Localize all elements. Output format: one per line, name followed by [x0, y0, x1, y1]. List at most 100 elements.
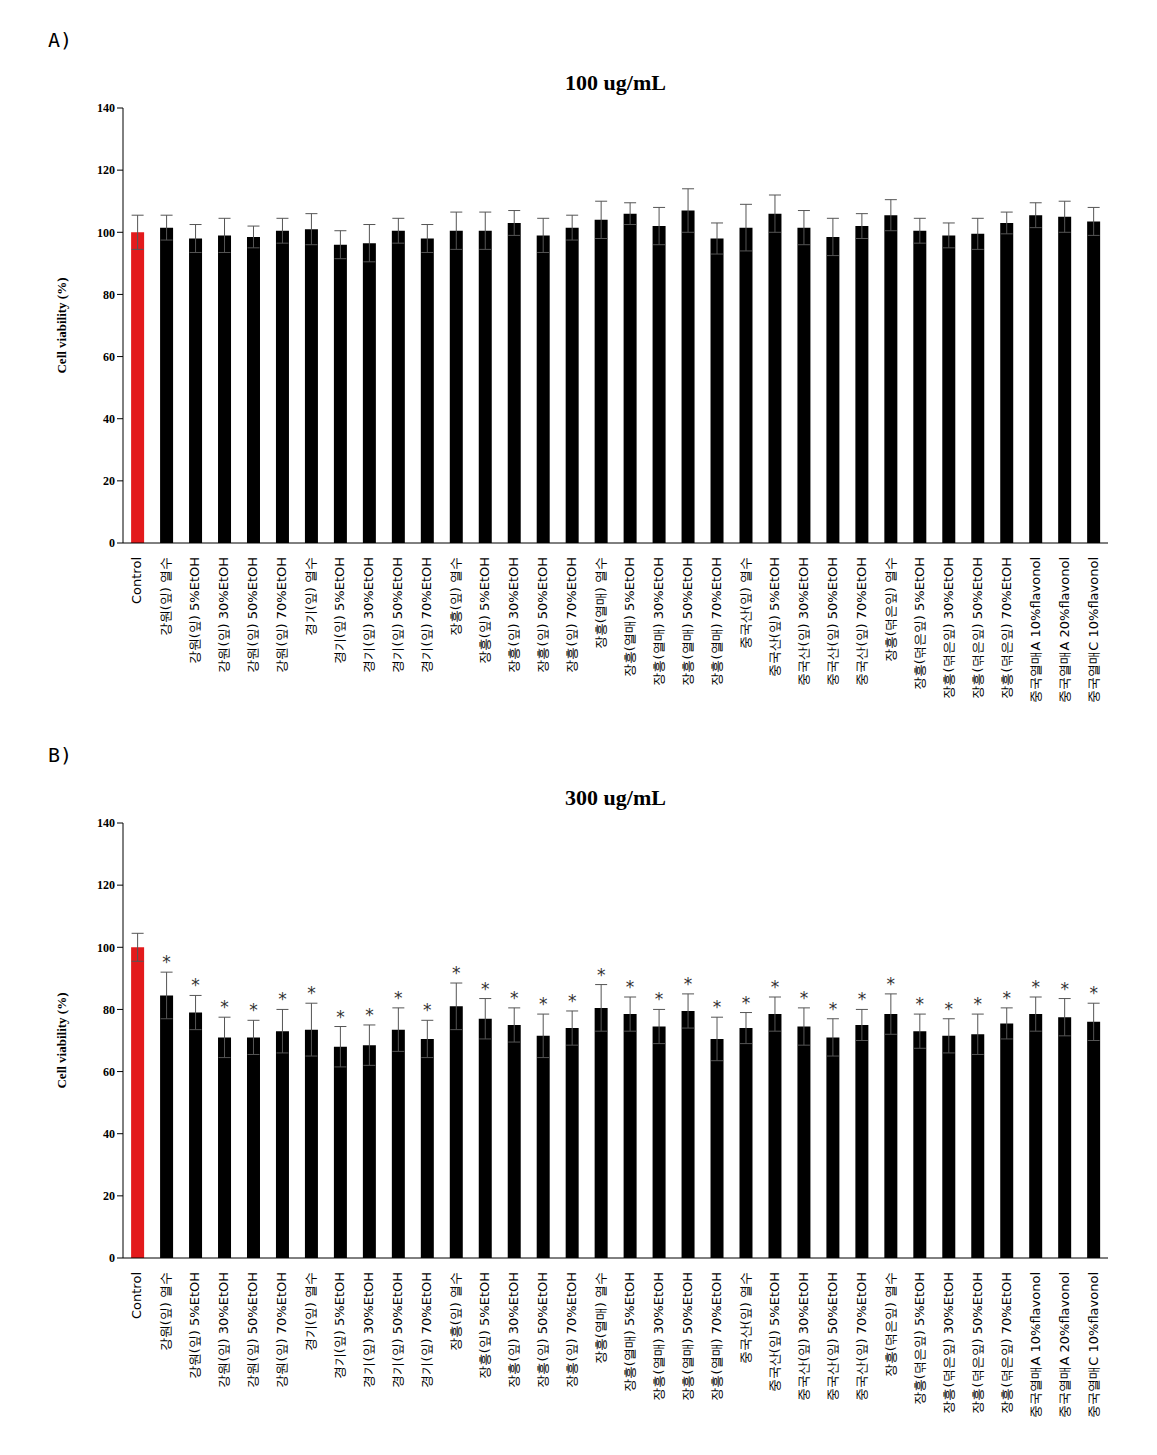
svg-text:40: 40: [103, 1127, 115, 1141]
svg-text:20: 20: [103, 474, 115, 488]
svg-text:*: *: [887, 974, 896, 994]
svg-text:*: *: [742, 993, 751, 1013]
svg-text:장흥(잎) 5%EtOH: 장흥(잎) 5%EtOH: [477, 557, 492, 664]
svg-text:경기(잎) 30%EtOH: 경기(잎) 30%EtOH: [361, 557, 376, 673]
svg-text:장흥(잎) 30%EtOH: 장흥(잎) 30%EtOH: [506, 557, 521, 673]
svg-text:강원(잎) 70%EtOH: 강원(잎) 70%EtOH: [274, 1272, 289, 1388]
svg-text:장흥(열매) 70%EtOH: 장흥(열매) 70%EtOH: [709, 1272, 724, 1401]
svg-text:*: *: [1031, 977, 1040, 997]
svg-text:장흥(덖은잎) 50%EtOH: 장흥(덖은잎) 50%EtOH: [970, 557, 985, 699]
svg-text:중국산(잎) 70%EtOH: 중국산(잎) 70%EtOH: [854, 1272, 869, 1401]
svg-text:중국산(잎) 열수: 중국산(잎) 열수: [738, 1272, 753, 1364]
svg-text:140: 140: [97, 816, 115, 830]
svg-text:*: *: [365, 1005, 374, 1025]
svg-text:*: *: [162, 952, 171, 972]
svg-text:중국산(잎) 5%EtOH: 중국산(잎) 5%EtOH: [767, 557, 782, 677]
svg-text:*: *: [394, 988, 403, 1008]
svg-text:중국열매A 10%flavonol: 중국열매A 10%flavonol: [1028, 557, 1043, 703]
svg-text:장흥(잎) 50%EtOH: 장흥(잎) 50%EtOH: [535, 557, 550, 673]
svg-text:*: *: [713, 997, 722, 1017]
svg-text:*: *: [771, 977, 780, 997]
svg-text:강원(잎) 30%EtOH: 강원(잎) 30%EtOH: [216, 557, 231, 673]
svg-text:장흥(열매) 30%EtOH: 장흥(열매) 30%EtOH: [651, 1272, 666, 1401]
svg-text:장흥(잎) 5%EtOH: 장흥(잎) 5%EtOH: [477, 1272, 492, 1379]
svg-text:60: 60: [103, 1065, 115, 1079]
svg-text:40: 40: [103, 412, 115, 426]
svg-text:장흥(덖은잎) 30%EtOH: 장흥(덖은잎) 30%EtOH: [941, 1272, 956, 1414]
svg-text:중국산(잎) 30%EtOH: 중국산(잎) 30%EtOH: [796, 557, 811, 686]
svg-text:*: *: [945, 999, 954, 1019]
svg-text:강원(잎) 열수: 강원(잎) 열수: [158, 557, 173, 636]
svg-text:장흥(덖은잎) 5%EtOH: 장흥(덖은잎) 5%EtOH: [912, 1272, 927, 1405]
svg-text:경기(잎) 50%EtOH: 경기(잎) 50%EtOH: [390, 557, 405, 673]
svg-text:경기(잎) 70%EtOH: 경기(잎) 70%EtOH: [419, 557, 434, 673]
svg-text:중국열매A 10%flavonol: 중국열매A 10%flavonol: [1028, 1272, 1043, 1418]
svg-text:Cell viability (%): Cell viability (%): [54, 277, 69, 373]
svg-text:*: *: [539, 994, 548, 1014]
svg-text:장흥(열매) 5%EtOH: 장흥(열매) 5%EtOH: [622, 1272, 637, 1392]
svg-text:*: *: [829, 999, 838, 1019]
svg-text:120: 120: [97, 878, 115, 892]
svg-text:*: *: [220, 997, 229, 1017]
svg-text:장흥(열매) 50%EtOH: 장흥(열매) 50%EtOH: [680, 557, 695, 686]
svg-text:*: *: [655, 989, 664, 1009]
svg-text:장흥(열매) 30%EtOH: 장흥(열매) 30%EtOH: [651, 557, 666, 686]
svg-text:*: *: [307, 983, 316, 1003]
svg-text:100: 100: [97, 226, 115, 240]
svg-text:*: *: [191, 975, 200, 995]
svg-text:*: *: [481, 979, 490, 999]
svg-text:장흥(열매) 50%EtOH: 장흥(열매) 50%EtOH: [680, 1272, 695, 1401]
svg-text:*: *: [800, 988, 809, 1008]
svg-text:120: 120: [97, 163, 115, 177]
svg-text:20: 20: [103, 1189, 115, 1203]
svg-text:강원(잎) 30%EtOH: 강원(잎) 30%EtOH: [216, 1272, 231, 1388]
svg-text:장흥(잎) 70%EtOH: 장흥(잎) 70%EtOH: [564, 557, 579, 673]
svg-text:중국열매A 20%flavonol: 중국열매A 20%flavonol: [1057, 557, 1072, 703]
svg-text:*: *: [1002, 988, 1011, 1008]
svg-text:*: *: [858, 989, 867, 1009]
svg-text:*: *: [510, 988, 519, 1008]
svg-text:0: 0: [109, 1251, 115, 1265]
svg-text:*: *: [626, 977, 635, 997]
svg-text:*: *: [249, 1000, 258, 1020]
svg-text:장흥(덖은잎) 열수: 장흥(덖은잎) 열수: [883, 1272, 898, 1377]
svg-text:경기(잎) 50%EtOH: 경기(잎) 50%EtOH: [390, 1272, 405, 1388]
svg-text:80: 80: [103, 288, 115, 302]
svg-text:장흥(잎) 열수: 장흥(잎) 열수: [448, 1272, 463, 1351]
svg-text:장흥(잎) 70%EtOH: 장흥(잎) 70%EtOH: [564, 1272, 579, 1388]
svg-text:*: *: [1089, 983, 1098, 1003]
svg-text:중국열매C 10%flavonol: 중국열매C 10%flavonol: [1086, 557, 1101, 703]
svg-text:장흥(덖은잎) 70%EtOH: 장흥(덖은잎) 70%EtOH: [999, 557, 1014, 699]
svg-text:*: *: [336, 1007, 345, 1027]
svg-text:*: *: [684, 974, 693, 994]
svg-text:강원(잎) 50%EtOH: 강원(잎) 50%EtOH: [245, 557, 260, 673]
svg-text:*: *: [452, 963, 461, 983]
svg-text:Control: Control: [129, 1272, 144, 1319]
svg-text:중국산(잎) 70%EtOH: 중국산(잎) 70%EtOH: [854, 557, 869, 686]
svg-text:장흥(잎) 열수: 장흥(잎) 열수: [448, 557, 463, 636]
svg-text:*: *: [597, 965, 606, 985]
svg-text:장흥(덖은잎) 5%EtOH: 장흥(덖은잎) 5%EtOH: [912, 557, 927, 690]
svg-text:중국산(잎) 50%EtOH: 중국산(잎) 50%EtOH: [825, 1272, 840, 1401]
svg-text:장흥(열매) 5%EtOH: 장흥(열매) 5%EtOH: [622, 557, 637, 677]
svg-text:장흥(열매) 열수: 장흥(열매) 열수: [593, 557, 608, 649]
svg-text:경기(잎) 열수: 경기(잎) 열수: [303, 1272, 318, 1351]
svg-text:장흥(덖은잎) 30%EtOH: 장흥(덖은잎) 30%EtOH: [941, 557, 956, 699]
svg-text:경기(잎) 열수: 경기(잎) 열수: [303, 557, 318, 636]
svg-text:100: 100: [97, 941, 115, 955]
svg-text:강원(잎) 70%EtOH: 강원(잎) 70%EtOH: [274, 557, 289, 673]
svg-text:0: 0: [109, 536, 115, 550]
svg-text:경기(잎) 5%EtOH: 경기(잎) 5%EtOH: [332, 557, 347, 664]
svg-text:장흥(덖은잎) 70%EtOH: 장흥(덖은잎) 70%EtOH: [999, 1272, 1014, 1414]
svg-text:장흥(덖은잎) 50%EtOH: 장흥(덖은잎) 50%EtOH: [970, 1272, 985, 1414]
svg-text:중국열매C 10%flavonol: 중국열매C 10%flavonol: [1086, 1272, 1101, 1418]
svg-text:경기(잎) 70%EtOH: 경기(잎) 70%EtOH: [419, 1272, 434, 1388]
svg-text:장흥(잎) 30%EtOH: 장흥(잎) 30%EtOH: [506, 1272, 521, 1388]
svg-text:중국산(잎) 30%EtOH: 중국산(잎) 30%EtOH: [796, 1272, 811, 1401]
svg-text:강원(잎) 열수: 강원(잎) 열수: [158, 1272, 173, 1351]
svg-text:장흥(열매) 70%EtOH: 장흥(열매) 70%EtOH: [709, 557, 724, 686]
svg-text:*: *: [916, 994, 925, 1014]
svg-text:60: 60: [103, 350, 115, 364]
svg-text:장흥(잎) 50%EtOH: 장흥(잎) 50%EtOH: [535, 1272, 550, 1388]
svg-text:*: *: [423, 1000, 432, 1020]
